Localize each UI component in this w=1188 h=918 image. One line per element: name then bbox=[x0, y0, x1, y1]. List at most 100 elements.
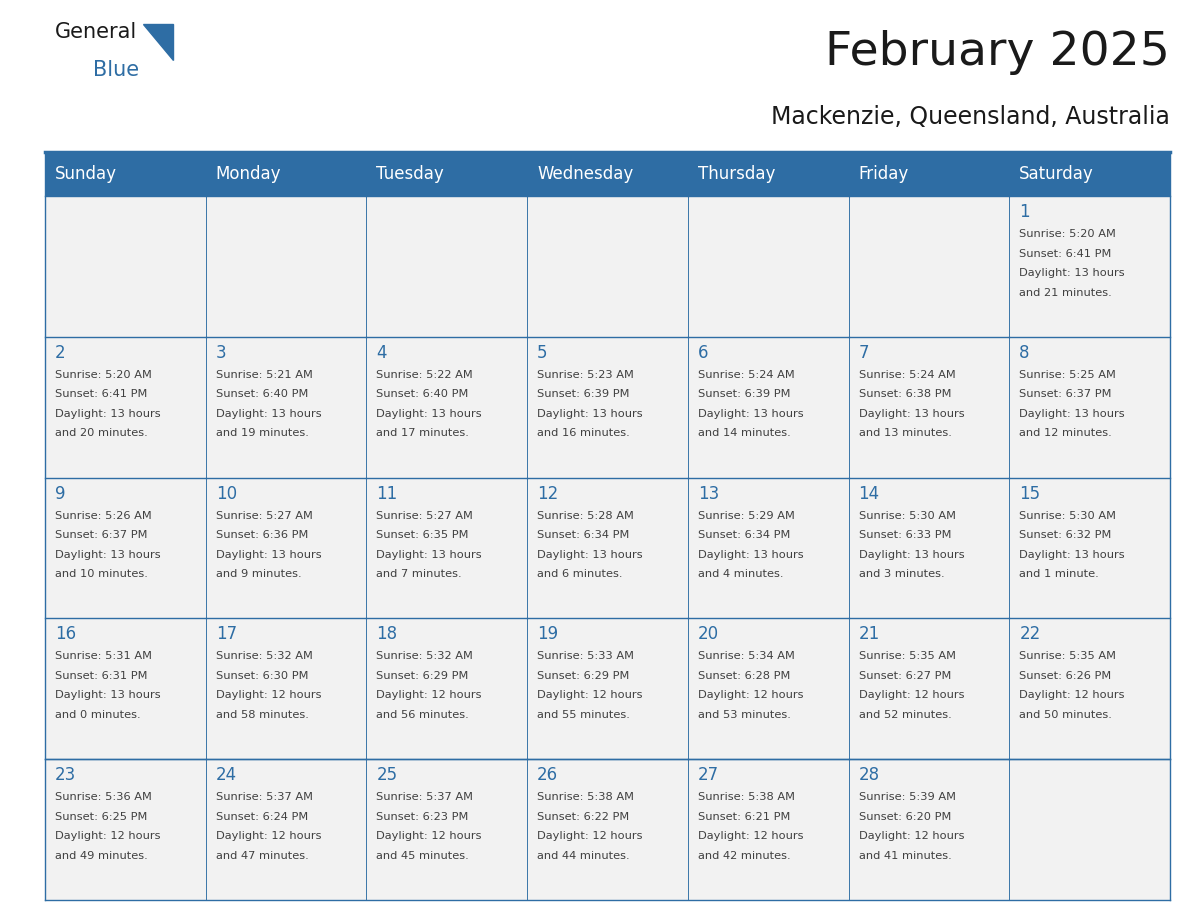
Text: Daylight: 13 hours: Daylight: 13 hours bbox=[55, 409, 160, 419]
Bar bbox=[848, 152, 1010, 196]
Text: Sunset: 6:22 PM: Sunset: 6:22 PM bbox=[537, 812, 630, 822]
Text: and 42 minutes.: and 42 minutes. bbox=[697, 851, 790, 861]
Text: Daylight: 13 hours: Daylight: 13 hours bbox=[377, 550, 482, 560]
Text: Saturday: Saturday bbox=[1019, 165, 1094, 183]
Bar bbox=[527, 152, 688, 196]
Text: and 16 minutes.: and 16 minutes. bbox=[537, 429, 630, 438]
Text: Sunset: 6:29 PM: Sunset: 6:29 PM bbox=[377, 671, 469, 681]
Text: Daylight: 13 hours: Daylight: 13 hours bbox=[55, 550, 160, 560]
Text: Sunrise: 5:20 AM: Sunrise: 5:20 AM bbox=[1019, 229, 1117, 239]
Text: Sunrise: 5:31 AM: Sunrise: 5:31 AM bbox=[55, 652, 152, 661]
Text: Sunset: 6:35 PM: Sunset: 6:35 PM bbox=[377, 530, 469, 540]
Text: and 14 minutes.: and 14 minutes. bbox=[697, 429, 790, 438]
Text: and 55 minutes.: and 55 minutes. bbox=[537, 710, 630, 720]
Bar bbox=[206, 477, 366, 619]
Bar bbox=[45, 477, 206, 619]
Text: 21: 21 bbox=[859, 625, 880, 644]
Bar bbox=[366, 759, 527, 900]
Text: Sunset: 6:40 PM: Sunset: 6:40 PM bbox=[377, 389, 469, 399]
Text: 16: 16 bbox=[55, 625, 76, 644]
Text: Sunset: 6:38 PM: Sunset: 6:38 PM bbox=[859, 389, 952, 399]
Bar bbox=[848, 759, 1010, 900]
Text: Sunset: 6:23 PM: Sunset: 6:23 PM bbox=[377, 812, 469, 822]
Text: Sunrise: 5:23 AM: Sunrise: 5:23 AM bbox=[537, 370, 634, 380]
Text: Daylight: 13 hours: Daylight: 13 hours bbox=[216, 550, 321, 560]
Text: Sunset: 6:29 PM: Sunset: 6:29 PM bbox=[537, 671, 630, 681]
Text: 1: 1 bbox=[1019, 203, 1030, 221]
Bar bbox=[206, 337, 366, 477]
Text: Sunrise: 5:32 AM: Sunrise: 5:32 AM bbox=[377, 652, 473, 661]
Bar bbox=[366, 619, 527, 759]
Text: Daylight: 13 hours: Daylight: 13 hours bbox=[1019, 550, 1125, 560]
Bar bbox=[688, 152, 848, 196]
Bar bbox=[1010, 337, 1170, 477]
Text: General: General bbox=[55, 22, 138, 42]
Text: Sunrise: 5:28 AM: Sunrise: 5:28 AM bbox=[537, 510, 634, 521]
Text: and 21 minutes.: and 21 minutes. bbox=[1019, 287, 1112, 297]
Text: Sunrise: 5:38 AM: Sunrise: 5:38 AM bbox=[537, 792, 634, 802]
Text: 24: 24 bbox=[216, 767, 236, 784]
Text: Daylight: 12 hours: Daylight: 12 hours bbox=[377, 831, 482, 841]
Text: Wednesday: Wednesday bbox=[537, 165, 633, 183]
Text: Sunset: 6:36 PM: Sunset: 6:36 PM bbox=[216, 530, 308, 540]
Bar bbox=[45, 337, 206, 477]
Text: Daylight: 12 hours: Daylight: 12 hours bbox=[697, 690, 803, 700]
Text: and 49 minutes.: and 49 minutes. bbox=[55, 851, 147, 861]
Text: Sunset: 6:25 PM: Sunset: 6:25 PM bbox=[55, 812, 147, 822]
Bar bbox=[848, 196, 1010, 337]
Text: and 1 minute.: and 1 minute. bbox=[1019, 569, 1099, 579]
Text: Sunset: 6:34 PM: Sunset: 6:34 PM bbox=[537, 530, 630, 540]
Text: Daylight: 13 hours: Daylight: 13 hours bbox=[55, 690, 160, 700]
Text: Sunrise: 5:35 AM: Sunrise: 5:35 AM bbox=[859, 652, 955, 661]
Bar bbox=[527, 759, 688, 900]
Bar bbox=[206, 619, 366, 759]
Text: 18: 18 bbox=[377, 625, 398, 644]
Bar bbox=[1010, 477, 1170, 619]
Polygon shape bbox=[143, 24, 173, 60]
Text: Sunset: 6:39 PM: Sunset: 6:39 PM bbox=[697, 389, 790, 399]
Text: Sunrise: 5:39 AM: Sunrise: 5:39 AM bbox=[859, 792, 955, 802]
Text: Sunrise: 5:25 AM: Sunrise: 5:25 AM bbox=[1019, 370, 1117, 380]
Text: Sunset: 6:39 PM: Sunset: 6:39 PM bbox=[537, 389, 630, 399]
Text: 10: 10 bbox=[216, 485, 236, 502]
Bar bbox=[366, 477, 527, 619]
Text: Daylight: 13 hours: Daylight: 13 hours bbox=[1019, 409, 1125, 419]
Text: and 3 minutes.: and 3 minutes. bbox=[859, 569, 944, 579]
Text: Sunset: 6:21 PM: Sunset: 6:21 PM bbox=[697, 812, 790, 822]
Text: 14: 14 bbox=[859, 485, 879, 502]
Text: and 9 minutes.: and 9 minutes. bbox=[216, 569, 302, 579]
Text: 20: 20 bbox=[697, 625, 719, 644]
Text: and 53 minutes.: and 53 minutes. bbox=[697, 710, 791, 720]
Text: 23: 23 bbox=[55, 767, 76, 784]
Text: Friday: Friday bbox=[859, 165, 909, 183]
Text: Sunrise: 5:33 AM: Sunrise: 5:33 AM bbox=[537, 652, 634, 661]
Text: 4: 4 bbox=[377, 344, 387, 362]
Text: Sunrise: 5:36 AM: Sunrise: 5:36 AM bbox=[55, 792, 152, 802]
Bar bbox=[1010, 759, 1170, 900]
Bar bbox=[688, 337, 848, 477]
Text: Thursday: Thursday bbox=[697, 165, 776, 183]
Text: and 6 minutes.: and 6 minutes. bbox=[537, 569, 623, 579]
Text: Sunset: 6:20 PM: Sunset: 6:20 PM bbox=[859, 812, 950, 822]
Text: 25: 25 bbox=[377, 767, 398, 784]
Text: Daylight: 12 hours: Daylight: 12 hours bbox=[216, 690, 321, 700]
Text: 11: 11 bbox=[377, 485, 398, 502]
Text: Daylight: 12 hours: Daylight: 12 hours bbox=[859, 831, 965, 841]
Text: Daylight: 13 hours: Daylight: 13 hours bbox=[859, 550, 965, 560]
Text: Sunset: 6:41 PM: Sunset: 6:41 PM bbox=[1019, 249, 1112, 259]
Text: and 56 minutes.: and 56 minutes. bbox=[377, 710, 469, 720]
Bar bbox=[527, 337, 688, 477]
Text: and 7 minutes.: and 7 minutes. bbox=[377, 569, 462, 579]
Text: Daylight: 12 hours: Daylight: 12 hours bbox=[55, 831, 160, 841]
Text: 6: 6 bbox=[697, 344, 708, 362]
Bar bbox=[45, 619, 206, 759]
Bar bbox=[688, 196, 848, 337]
Bar bbox=[206, 152, 366, 196]
Text: Sunset: 6:40 PM: Sunset: 6:40 PM bbox=[216, 389, 308, 399]
Text: and 44 minutes.: and 44 minutes. bbox=[537, 851, 630, 861]
Text: Daylight: 12 hours: Daylight: 12 hours bbox=[859, 690, 965, 700]
Text: Daylight: 13 hours: Daylight: 13 hours bbox=[1019, 268, 1125, 278]
Text: Mackenzie, Queensland, Australia: Mackenzie, Queensland, Australia bbox=[771, 105, 1170, 129]
Text: Sunrise: 5:35 AM: Sunrise: 5:35 AM bbox=[1019, 652, 1117, 661]
Bar bbox=[45, 196, 206, 337]
